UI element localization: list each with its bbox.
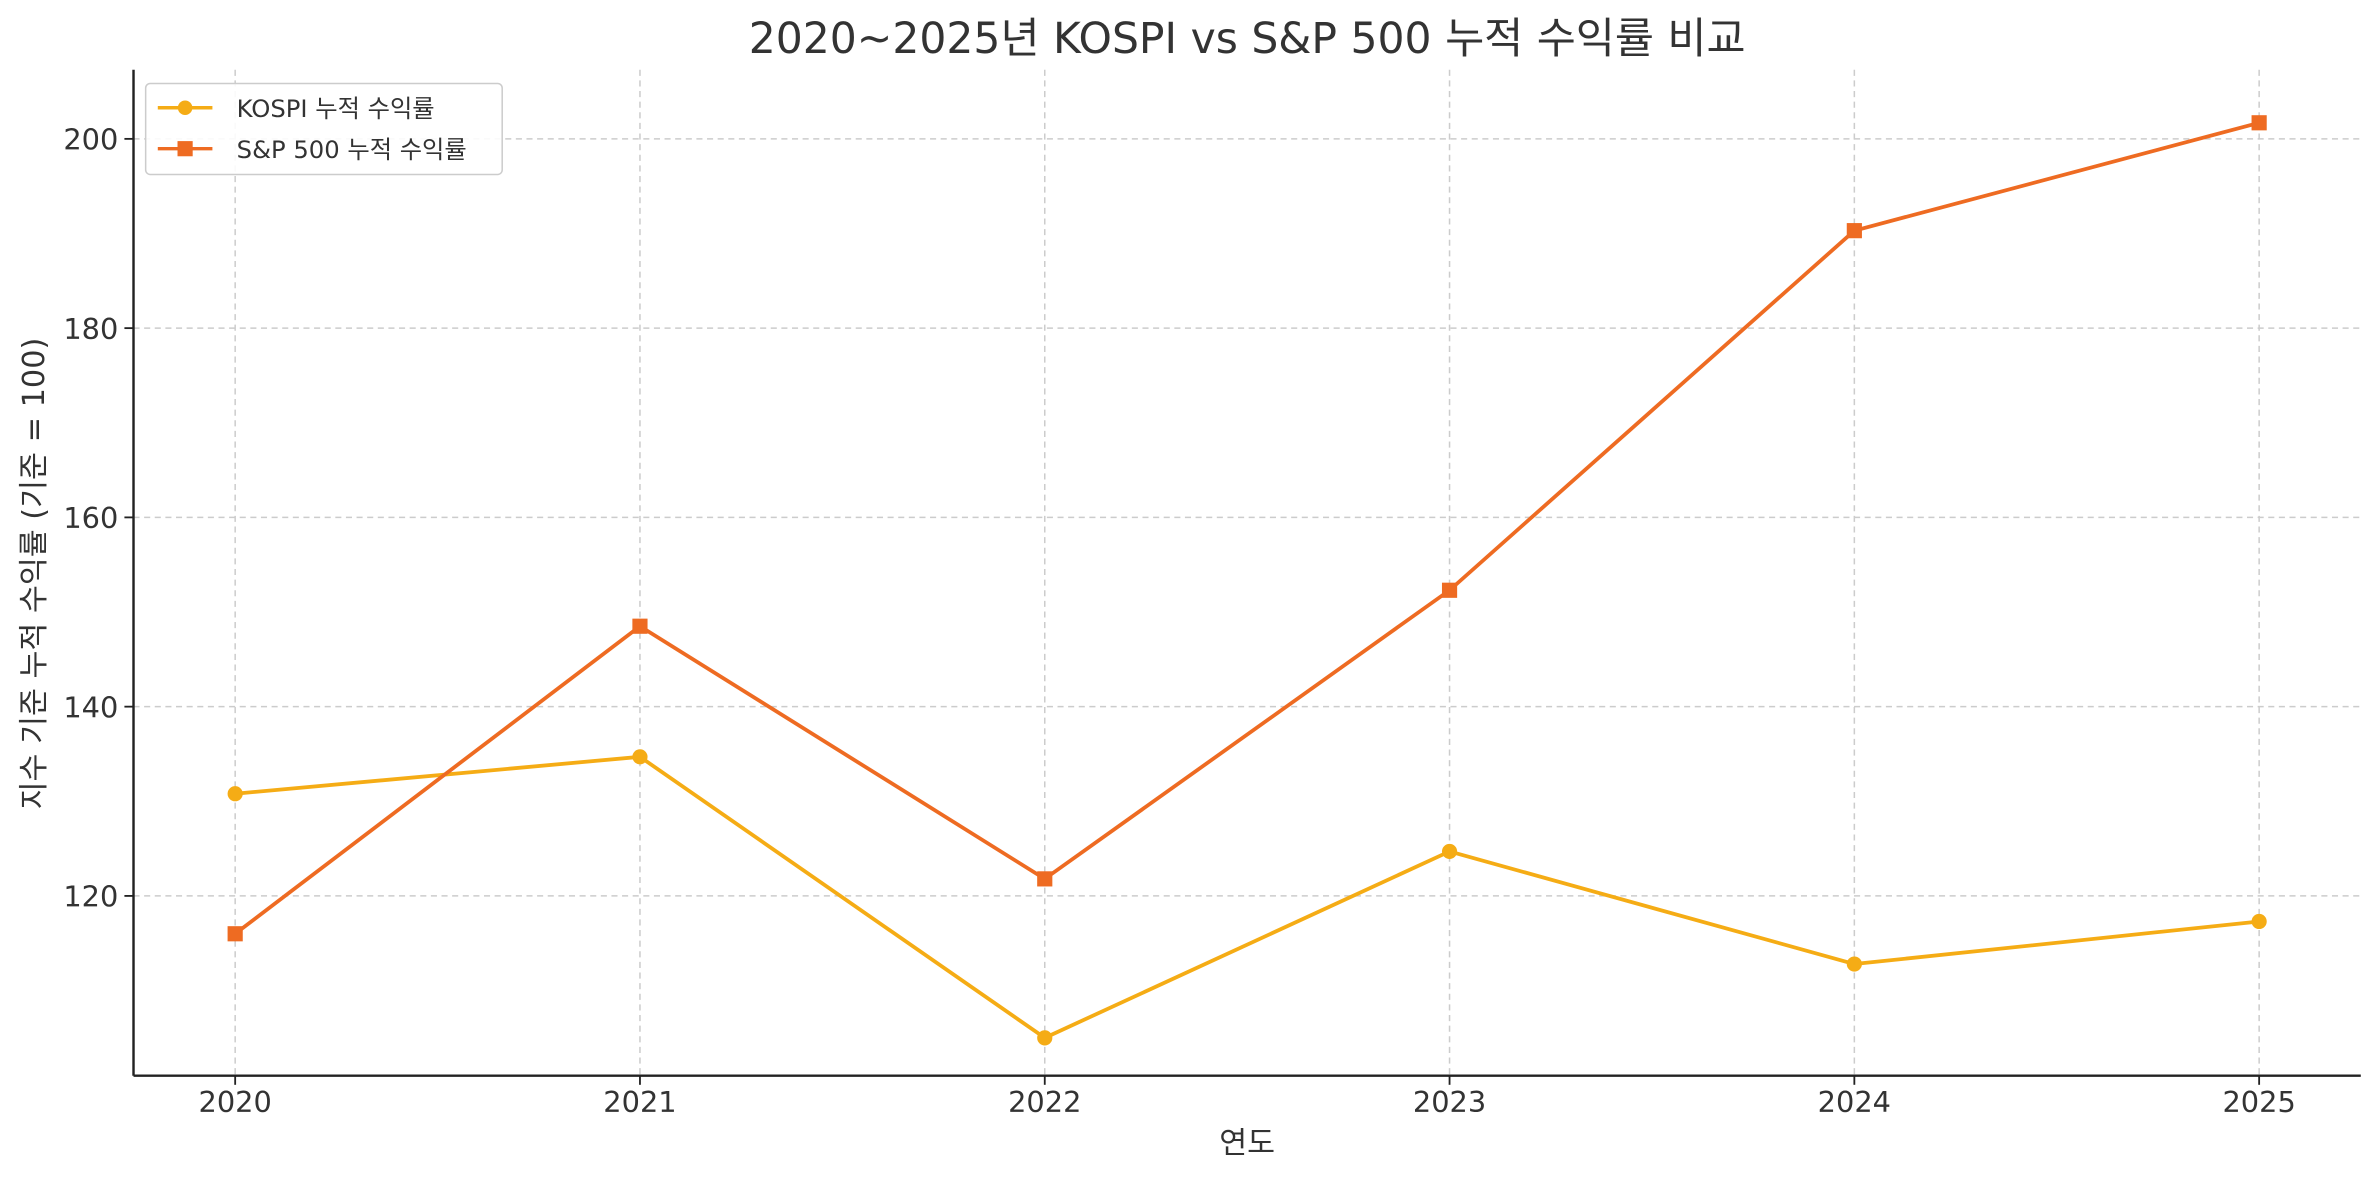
data-point-sp500 — [1037, 871, 1053, 887]
data-point-sp500 — [227, 926, 243, 942]
data-point-kospi — [632, 749, 648, 765]
data-point-kospi — [1037, 1030, 1053, 1046]
y-tick-label: 200 — [63, 122, 118, 156]
data-point-sp500 — [2251, 115, 2267, 131]
grid-lines — [133, 69, 2361, 1076]
y-tick-label: 180 — [63, 312, 118, 346]
legend-marker-sp500 — [177, 141, 193, 157]
y-axis-label: 지수 기준 누적 수익률 (기준 = 100) — [17, 338, 52, 810]
x-tick-label: 2021 — [603, 1085, 676, 1119]
legend-label-kospi: KOSPI 누적 수익률 — [237, 94, 435, 123]
x-tick-label: 2020 — [199, 1085, 272, 1119]
legend: KOSPI 누적 수익률 S&P 500 누적 수익률 — [144, 82, 503, 176]
data-point-kospi — [227, 786, 243, 802]
x-tick-label: 2024 — [1818, 1085, 1891, 1119]
data-point-sp500 — [632, 618, 648, 634]
data-point-sp500 — [1441, 582, 1458, 598]
y-tick-label: 140 — [63, 690, 118, 724]
data-point-kospi — [2251, 913, 2267, 930]
x-axis-ticks: 2020 2021 2022 2023 2024 2025 — [199, 1075, 2296, 1119]
legend-item-kospi: KOSPI 누적 수익률 — [157, 94, 435, 123]
chart-title: 2020~2025년 KOSPI vs S&P 500 누적 수익률 비교 — [749, 15, 1746, 64]
data-point-sp500 — [1846, 223, 1862, 239]
x-axis-label: 연도 — [1219, 1126, 1275, 1161]
y-tick-label: 120 — [63, 880, 118, 914]
data-point-kospi — [1441, 843, 1458, 860]
data-point-kospi — [1846, 956, 1862, 972]
series-line-sp500 — [234, 120, 2260, 936]
legend-box — [144, 82, 503, 176]
series-line-kospi — [234, 754, 2260, 1040]
legend-marker-kospi — [177, 100, 193, 116]
x-tick-label: 2023 — [1413, 1085, 1486, 1119]
legend-label-sp500: S&P 500 누적 수익률 — [237, 135, 467, 164]
y-tick-label: 160 — [63, 501, 118, 535]
series-layer — [227, 115, 2267, 1046]
x-tick-label: 2025 — [2222, 1085, 2295, 1119]
x-tick-label: 2022 — [1008, 1085, 1081, 1119]
y-axis-ticks: 120 140 160 180 200 — [63, 122, 134, 914]
legend-item-sp500: S&P 500 누적 수익률 — [157, 135, 467, 164]
